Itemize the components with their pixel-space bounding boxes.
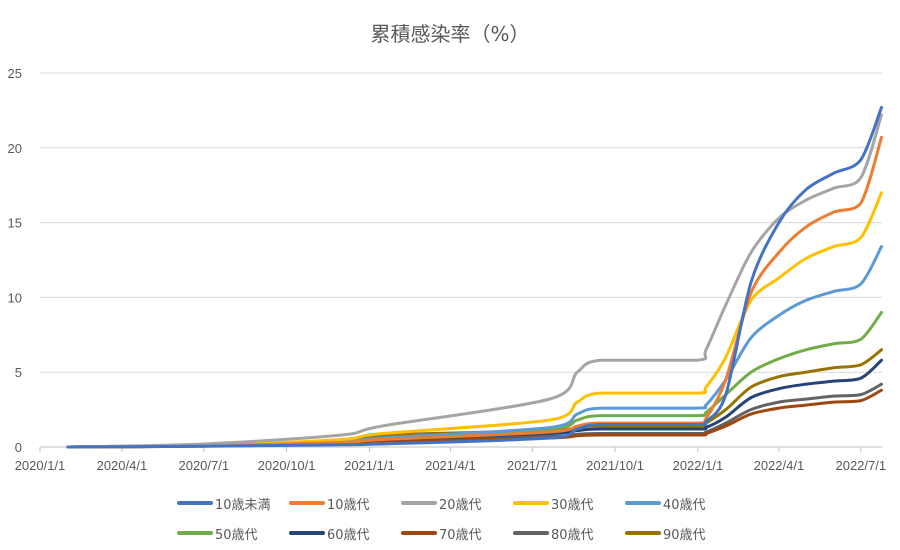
x-tick-label: 2022/7/1 bbox=[835, 458, 886, 473]
legend-swatch bbox=[401, 501, 437, 505]
legend-label: 10歳未満 bbox=[215, 497, 271, 513]
legend-item: 70歳代 bbox=[401, 524, 499, 543]
legend-item: 90歳代 bbox=[625, 524, 723, 543]
chart-title: 累積感染率（%） bbox=[370, 22, 530, 46]
legend-item: 30歳代 bbox=[513, 494, 611, 513]
legend-swatch bbox=[177, 531, 213, 535]
x-tick-label: 2021/7/1 bbox=[507, 458, 558, 473]
x-tick-label: 2020/1/1 bbox=[15, 458, 66, 473]
legend-item: 80歳代 bbox=[513, 524, 611, 543]
legend-swatch bbox=[177, 501, 213, 505]
legend-label: 60歳代 bbox=[327, 527, 370, 543]
legend-swatch bbox=[289, 501, 325, 505]
y-tick-label: 0 bbox=[15, 440, 22, 455]
legend-label: 90歳代 bbox=[663, 527, 706, 543]
legend-item: 10歳代 bbox=[289, 494, 387, 513]
series-line-0 bbox=[66, 105, 883, 449]
legend-item: 50歳代 bbox=[177, 524, 275, 543]
legend-label: 50歳代 bbox=[215, 527, 258, 543]
y-tick-label: 20 bbox=[8, 141, 22, 156]
series-line-2 bbox=[66, 113, 883, 449]
plot-area: 0 5 10 15 20 25 2020/1/1 2020/4/1 2020/7/1 2020/1… bbox=[8, 66, 887, 473]
legend-swatch bbox=[289, 531, 325, 535]
legend-swatch bbox=[401, 531, 437, 535]
legend-item: 10歳未満 bbox=[177, 494, 275, 513]
y-tick-label: 15 bbox=[8, 216, 22, 231]
legend-label: 70歳代 bbox=[439, 527, 482, 543]
legend-label: 40歳代 bbox=[663, 497, 706, 513]
legend-swatch bbox=[513, 501, 549, 505]
y-tick-label: 25 bbox=[8, 66, 22, 81]
legend-item: 40歳代 bbox=[625, 494, 723, 513]
series-line-7 bbox=[66, 388, 883, 449]
legend-label: 80歳代 bbox=[551, 527, 594, 543]
legend-label: 10歳代 bbox=[327, 497, 370, 513]
x-tick-label: 2022/4/1 bbox=[754, 458, 805, 473]
legend: 10歳未満 10歳代 20歳代 30歳代 40歳代 50歳代 60歳代 70歳代 80歳代 90… bbox=[0, 488, 900, 548]
series-line-3 bbox=[66, 191, 883, 449]
legend-swatch bbox=[625, 501, 661, 505]
legend-item: 20歳代 bbox=[401, 494, 499, 513]
x-tick-label: 2021/4/1 bbox=[425, 458, 476, 473]
legend-item: 60歳代 bbox=[289, 524, 387, 543]
legend-label: 20歳代 bbox=[439, 497, 482, 513]
x-tick-label: 2021/1/1 bbox=[344, 458, 395, 473]
x-tick-label: 2021/10/1 bbox=[586, 458, 644, 473]
x-tick-label: 2020/4/1 bbox=[97, 458, 148, 473]
x-tick-label: 2020/7/1 bbox=[178, 458, 229, 473]
legend-swatch bbox=[625, 531, 661, 535]
y-tick-label: 10 bbox=[8, 290, 22, 305]
legend-label: 30歳代 bbox=[551, 497, 594, 513]
x-tick-label: 2020/10/1 bbox=[258, 458, 316, 473]
x-tick-label: 2022/1/1 bbox=[673, 458, 724, 473]
legend-swatch bbox=[513, 531, 549, 535]
y-tick-label: 5 bbox=[15, 365, 22, 380]
